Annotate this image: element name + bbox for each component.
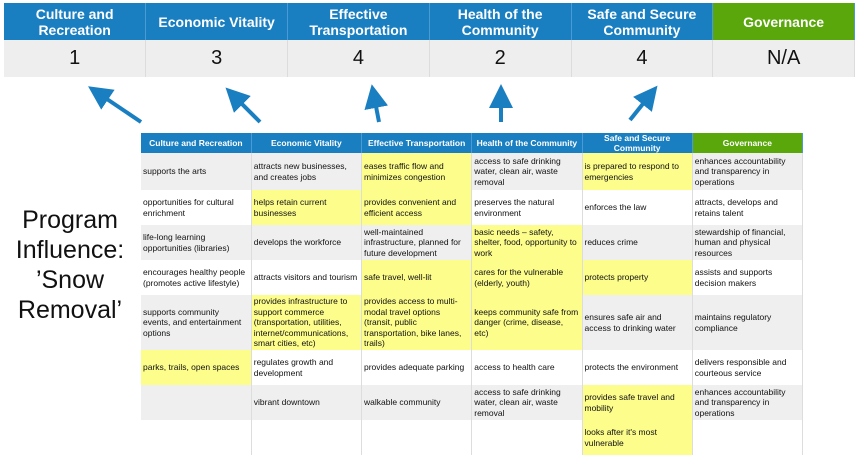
table-row: vibrant downtown walkable community access…: [141, 385, 804, 420]
matrix-header: Safe and Secure Community: [582, 133, 693, 153]
matrix-cell: enhances accountability and transparency…: [692, 153, 804, 190]
arrow-icon: [364, 84, 389, 123]
matrix-cell: access to safe drinking water, clean air…: [471, 385, 583, 420]
matrix-cell: access to health care: [471, 350, 583, 385]
arrow-icon: [628, 85, 658, 122]
matrix-cell: attracts visitors and tourism: [251, 260, 363, 295]
matrix-cell: access to safe drinking water, clean air…: [471, 153, 583, 190]
score-table: Culture and Recreation Economic Vitality…: [4, 3, 855, 77]
category-header: Governance: [712, 3, 855, 40]
matrix-cell: attracts, develops and retains talent: [692, 190, 804, 225]
matrix-cell: preserves the natural environment: [471, 190, 583, 225]
matrix-cell: basic needs – safety, shelter, food, opp…: [471, 225, 583, 260]
table-row: opportunities for cultural enrichment hel…: [141, 190, 804, 225]
matrix-cell: helps retain current businesses: [251, 190, 363, 225]
matrix-cell: enhances accountability and transparency…: [692, 385, 804, 420]
matrix-cell: well-maintained infrastructure, planned …: [361, 225, 473, 260]
matrix-cell: looks after it's most vulnerable: [582, 420, 693, 455]
matrix-cell: safe travel, well-lit: [361, 260, 473, 295]
matrix-header: Governance: [692, 133, 804, 153]
table-row: encourages healthy people (promotes acti…: [141, 260, 804, 295]
matrix-cell: reduces crime: [582, 225, 693, 260]
arrow-icon: [88, 86, 143, 124]
arrows: [88, 84, 658, 124]
label-line: ’Snow: [35, 266, 105, 294]
score-cell: 1: [4, 40, 147, 77]
matrix-header: Economic Vitality: [251, 133, 363, 153]
table-row: supports community events, and entertain…: [141, 295, 804, 350]
matrix-cell: provides adequate parking: [361, 350, 473, 385]
matrix-cell: provides access to multi-modal travel op…: [361, 295, 473, 350]
category-header: Economic Vitality: [145, 3, 288, 40]
matrix-header: Effective Transportation: [361, 133, 473, 153]
score-cell: 3: [145, 40, 288, 77]
category-header: Effective Transportation: [287, 3, 430, 40]
matrix-cell: maintains regulatory compliance: [692, 295, 804, 350]
score-cell: N/A: [712, 40, 855, 77]
matrix-cell: parks, trails, open spaces: [141, 350, 252, 385]
score-cell: 4: [571, 40, 714, 77]
matrix-cell: assists and supports decision makers: [692, 260, 804, 295]
table-row: parks, trails, open spaces regulates grow…: [141, 350, 804, 385]
matrix-cell: ensures safe air and access to drinking …: [582, 295, 693, 350]
matrix-header: Health of the Community: [471, 133, 583, 153]
matrix-cell: [141, 385, 252, 420]
label-line: Removal’: [17, 296, 123, 324]
matrix-cell: delivers responsible and courteous servi…: [692, 350, 804, 385]
matrix-cell: provides safe travel and mobility: [582, 385, 693, 420]
arrow-icon: [225, 87, 262, 124]
matrix-cell: protects property: [582, 260, 693, 295]
matrix-cell: [692, 420, 804, 455]
table-row: supports the arts attracts new businesses…: [141, 153, 804, 190]
matrix-cell: protects the environment: [582, 350, 693, 385]
score-cell: 4: [287, 40, 430, 77]
label-line: Program: [22, 206, 118, 234]
matrix-cell: [141, 420, 252, 455]
influence-matrix: Culture and Recreation Economic Vitality…: [141, 133, 804, 455]
matrix-cell: life-long learning opportunities (librar…: [141, 225, 252, 260]
matrix-cell: opportunities for cultural enrichment: [141, 190, 252, 225]
matrix-cell: stewardship of financial, human and phys…: [692, 225, 804, 260]
matrix-cell: enforces the law: [582, 190, 693, 225]
matrix-cell: vibrant downtown: [251, 385, 363, 420]
matrix-cell: [251, 420, 363, 455]
matrix-cell: develops the workforce: [251, 225, 363, 260]
matrix-cell: keeps community safe from danger (crime,…: [471, 295, 583, 350]
matrix-header: Culture and Recreation: [141, 133, 252, 153]
matrix-cell: supports community events, and entertain…: [141, 295, 252, 350]
matrix-cell: eases traffic flow and minimizes congest…: [361, 153, 473, 190]
matrix-cell: provides infrastructure to support comme…: [251, 295, 363, 350]
matrix-cell: encourages healthy people (promotes acti…: [141, 260, 252, 295]
matrix-cell: [361, 420, 473, 455]
category-header: Health of the Community: [429, 3, 572, 40]
category-header: Culture and Recreation: [4, 3, 147, 40]
table-row: looks after it's most vulnerable: [141, 420, 804, 455]
matrix-cell: walkable community: [361, 385, 473, 420]
matrix-cell: supports the arts: [141, 153, 252, 190]
matrix-cell: regulates growth and development: [251, 350, 363, 385]
score-cell: 2: [429, 40, 572, 77]
matrix-cell: cares for the vulnerable (elderly, youth…: [471, 260, 583, 295]
matrix-cell: [471, 420, 583, 455]
matrix-cell: is prepared to respond to emergencies: [582, 153, 693, 190]
matrix-cell: attracts new businesses, and creates job…: [251, 153, 363, 190]
category-header: Safe and Secure Community: [571, 3, 714, 40]
matrix-cell: provides convenient and efficient access: [361, 190, 473, 225]
program-influence-label: Program Influence: ’Snow Removal’: [0, 205, 140, 325]
label-line: Influence:: [15, 236, 125, 264]
table-row: life-long learning opportunities (librar…: [141, 225, 804, 260]
